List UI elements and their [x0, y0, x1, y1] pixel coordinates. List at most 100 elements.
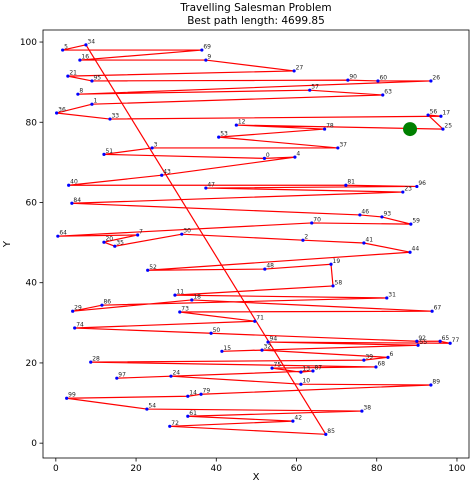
city-label: 26 — [432, 74, 440, 81]
city-point — [65, 396, 69, 400]
city-label: 15 — [223, 345, 231, 352]
city-point — [190, 298, 194, 302]
city-label: 35 — [116, 240, 124, 247]
city-label: 24 — [172, 370, 180, 377]
city-point — [169, 374, 173, 378]
city-point — [136, 233, 140, 237]
city-point — [160, 173, 164, 177]
city-point — [102, 152, 106, 156]
city-label: 27 — [296, 64, 304, 71]
city-label: 52 — [149, 264, 157, 271]
city-point — [67, 183, 71, 187]
city-label: 86 — [103, 299, 111, 306]
city-label: 38 — [363, 405, 371, 412]
city-label: 73 — [181, 305, 189, 312]
city-label: 56 — [430, 109, 438, 116]
city-point — [292, 69, 296, 73]
city-point — [415, 339, 419, 343]
city-label: 1 — [93, 98, 97, 105]
city-label: 71 — [256, 315, 264, 322]
city-point — [89, 360, 93, 364]
city-point — [346, 78, 350, 82]
chart-subtitle: Best path length: 4699.85 — [187, 15, 325, 27]
y-tick-label: 100 — [20, 38, 37, 48]
city-label: 61 — [189, 410, 197, 417]
city-point — [100, 303, 104, 307]
city-label: 31 — [388, 291, 396, 298]
city-point — [199, 392, 203, 396]
city-point — [386, 355, 390, 359]
city-point — [66, 74, 70, 78]
y-tick-label: 80 — [26, 118, 38, 128]
city-point — [385, 296, 389, 300]
city-label: 41 — [365, 236, 373, 243]
city-point — [76, 92, 80, 96]
city-point — [376, 79, 380, 83]
city-label: 29 — [74, 305, 82, 312]
city-point — [448, 341, 452, 345]
city-point — [270, 366, 274, 370]
city-point — [168, 424, 172, 428]
city-point — [90, 102, 94, 106]
city-label: 0 — [266, 152, 270, 159]
city-point — [71, 309, 75, 313]
city-point — [186, 394, 190, 398]
city-label: 93 — [383, 210, 391, 217]
city-point — [311, 369, 315, 373]
city-label: 81 — [347, 179, 355, 186]
city-label: 50 — [213, 327, 221, 334]
tour-closing-segment — [85, 44, 327, 435]
y-tick-label: 60 — [26, 198, 38, 208]
start-city — [403, 122, 418, 137]
city-label: 40 — [70, 179, 78, 186]
city-label: 67 — [434, 305, 442, 312]
city-point — [56, 234, 60, 238]
city-label: 9 — [207, 54, 211, 61]
city-point — [293, 155, 297, 159]
city-point — [146, 268, 150, 272]
city-label: 14 — [189, 390, 197, 397]
plot-frame — [42, 29, 470, 459]
city-point — [438, 339, 442, 343]
city-point — [150, 146, 154, 150]
city-label: 58 — [335, 279, 343, 286]
city-point — [301, 238, 305, 242]
x-tick-label: 0 — [53, 464, 59, 474]
city-point — [113, 244, 117, 248]
city-label: 57 — [311, 84, 319, 91]
y-tick-label: 40 — [26, 279, 38, 289]
city-point — [108, 117, 112, 121]
city-point — [308, 88, 312, 92]
city-label: 43 — [163, 169, 171, 176]
city-point — [102, 240, 106, 244]
city-label: 36 — [58, 107, 66, 114]
city-point — [439, 114, 443, 118]
city-label: 59 — [412, 218, 420, 225]
city-point — [362, 358, 366, 362]
city-label: 60 — [379, 74, 387, 81]
city-point — [426, 113, 430, 117]
city-point — [209, 331, 213, 335]
x-tick-label: 80 — [371, 464, 383, 474]
city-point — [178, 310, 182, 314]
city-point — [173, 293, 177, 297]
city-point — [324, 432, 328, 436]
city-label: 89 — [432, 378, 440, 385]
city-label: 46 — [361, 208, 369, 215]
x-tick-label: 60 — [291, 464, 303, 474]
city-label: 48 — [266, 263, 274, 270]
city-label: 90 — [349, 74, 357, 81]
city-point — [329, 262, 333, 266]
y-tick-label: 20 — [26, 359, 38, 369]
city-point — [415, 184, 419, 189]
city-label: 8 — [79, 88, 83, 95]
city-label: 32 — [264, 344, 272, 351]
city-label: 19 — [333, 258, 341, 265]
city-point — [78, 58, 82, 62]
city-label: 12 — [238, 119, 246, 126]
city-label: 99 — [68, 392, 76, 399]
city-point — [360, 409, 364, 413]
city-label: 5 — [64, 44, 68, 51]
city-point — [253, 319, 257, 323]
